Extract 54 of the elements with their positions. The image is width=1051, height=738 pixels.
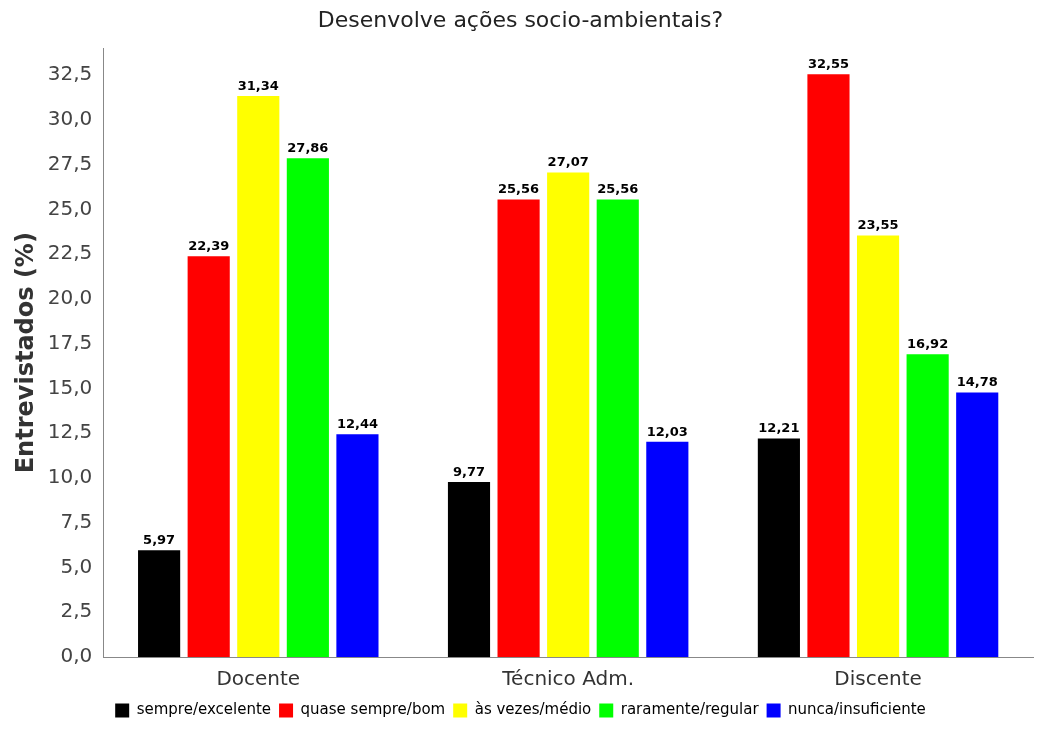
y-tick-label: 25,0 xyxy=(47,195,93,220)
y-tick-label: 22,5 xyxy=(47,240,93,265)
data-label: 14,78 xyxy=(956,374,998,390)
y-tick-label: 32,5 xyxy=(47,61,93,86)
x-tick-label: Discente xyxy=(834,666,922,691)
bar xyxy=(807,74,850,657)
legend-label: nunca/insuficiente xyxy=(788,700,926,719)
data-label: 31,34 xyxy=(237,77,279,93)
bar xyxy=(906,354,949,657)
data-label: 32,55 xyxy=(807,56,850,72)
bar xyxy=(547,172,590,657)
x-tick-label: Docente xyxy=(216,666,301,691)
bar xyxy=(138,550,181,657)
bar xyxy=(187,256,230,657)
y-tick-label: 0,0 xyxy=(60,643,93,668)
data-label: 12,44 xyxy=(336,416,378,432)
data-label: 25,56 xyxy=(498,181,540,197)
y-tick-label: 5,0 xyxy=(60,553,93,578)
legend-label: quase sempre/bom xyxy=(300,700,446,719)
y-tick-label: 27,5 xyxy=(47,150,93,175)
legend-label: raramente/regular xyxy=(620,700,760,719)
data-label: 16,92 xyxy=(907,336,949,352)
data-label: 27,86 xyxy=(287,140,329,156)
bar xyxy=(286,158,329,657)
y-tick-label: 7,5 xyxy=(60,508,93,533)
y-tick-label: 17,5 xyxy=(47,329,93,354)
data-label: 25,56 xyxy=(597,181,639,197)
y-tick-label: 2,5 xyxy=(60,598,93,623)
data-label: 23,55 xyxy=(857,217,899,233)
bar xyxy=(336,434,379,657)
data-label: 5,97 xyxy=(143,532,176,548)
bar xyxy=(497,199,540,657)
bar xyxy=(757,438,800,657)
bar xyxy=(237,96,280,657)
y-tick-label: 10,0 xyxy=(47,464,93,489)
data-label: 22,39 xyxy=(188,238,230,254)
data-label: 12,21 xyxy=(758,420,800,436)
bar xyxy=(447,482,491,657)
data-label: 9,77 xyxy=(452,463,486,479)
bar xyxy=(956,392,999,657)
x-tick-label: Técnico Adm. xyxy=(501,666,635,691)
legend-label: às vezes/médio xyxy=(474,700,592,719)
chart-title: Desenvolve ações socio-ambientais? xyxy=(317,6,724,32)
y-axis-title: Entrevistados (%) xyxy=(10,232,39,474)
data-label: 12,03 xyxy=(646,423,688,439)
y-tick-label: 12,5 xyxy=(47,419,93,444)
y-tick-label: 20,0 xyxy=(47,285,93,310)
data-label: 27,07 xyxy=(547,154,589,170)
y-tick-label: 30,0 xyxy=(47,106,93,131)
bar xyxy=(646,441,689,657)
y-tick-label: 15,0 xyxy=(47,374,93,399)
bar xyxy=(596,199,639,657)
bar xyxy=(856,235,900,657)
legend-label: sempre/excelente xyxy=(136,700,272,719)
